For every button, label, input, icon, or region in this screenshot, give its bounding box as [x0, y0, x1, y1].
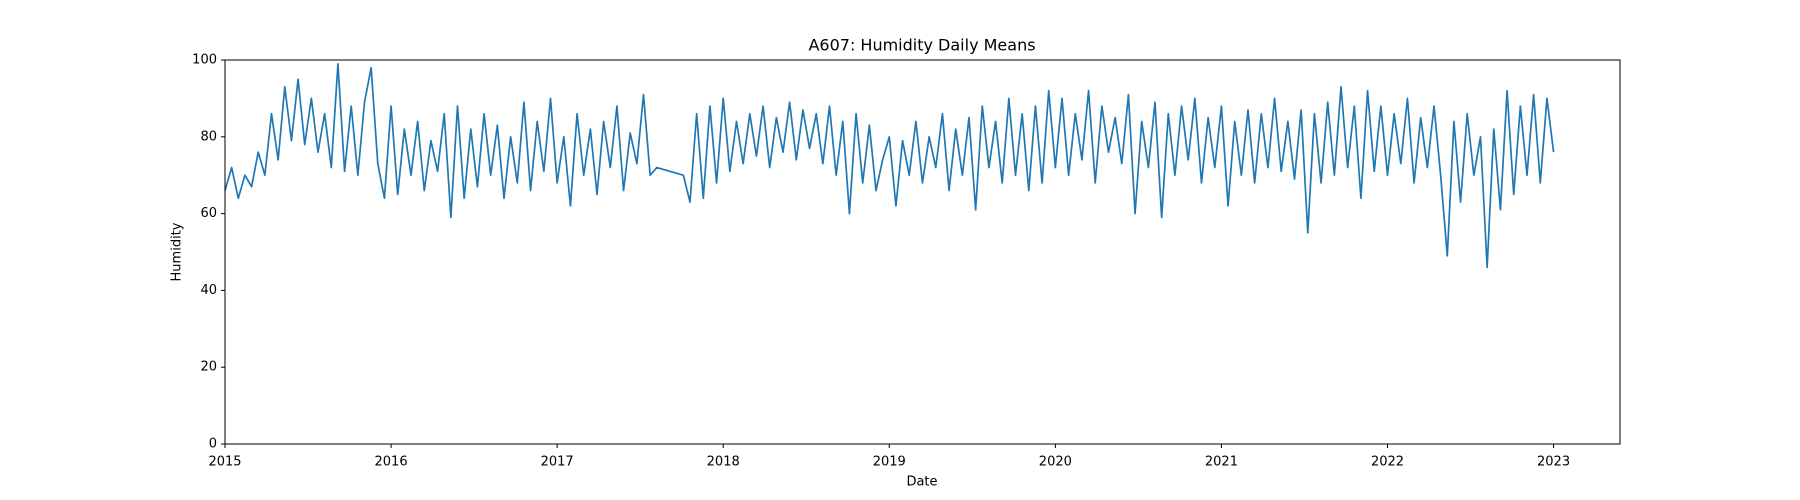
- y-tick-label: 20: [200, 360, 217, 375]
- y-tick-label: 0: [209, 437, 217, 452]
- y-tick-label: 80: [200, 129, 217, 144]
- x-axis-label: Date: [906, 475, 937, 490]
- plot-frame: [224, 59, 1621, 445]
- x-tick-label: 2022: [1371, 455, 1404, 470]
- x-tick-label: 2015: [208, 455, 241, 470]
- x-tick-label: 2023: [1537, 455, 1570, 470]
- x-tick-label: 2017: [541, 455, 574, 470]
- y-tick-label: 40: [200, 283, 217, 298]
- x-tick-label: 2018: [707, 455, 740, 470]
- x-tick-label: 2019: [873, 455, 906, 470]
- y-tick-label: 100: [192, 53, 217, 68]
- x-tick-label: 2021: [1205, 455, 1238, 470]
- chart-title: A607: Humidity Daily Means: [808, 36, 1035, 55]
- y-axis-label: Humidity: [170, 222, 185, 281]
- x-tick-label: 2020: [1039, 455, 1072, 470]
- y-tick-label: 60: [200, 206, 217, 221]
- x-tick-label: 2016: [375, 455, 408, 470]
- data-line: [224, 62, 1555, 269]
